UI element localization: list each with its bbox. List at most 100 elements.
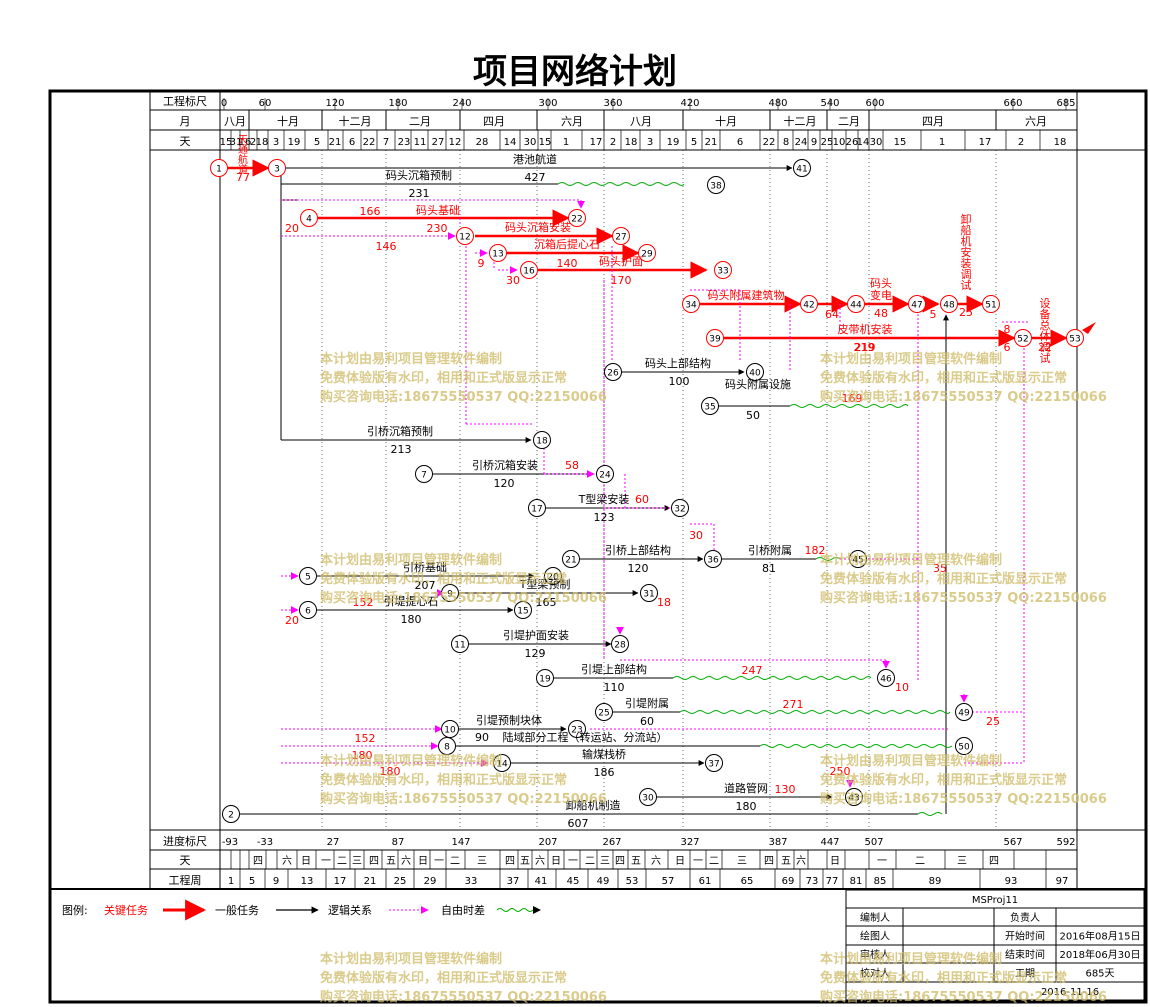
node-2: 2 — [222, 805, 240, 823]
weekday-cell: 一 — [568, 856, 578, 867]
day-cell: 5 — [691, 137, 697, 148]
node-10: 10 — [441, 720, 459, 738]
svg-text:11: 11 — [454, 641, 465, 651]
watermark: 本计划由易利项目管理软件编制 免费体验版有水印，相用和正式版显示正常 购买咨询电话:… — [320, 952, 607, 1005]
svg-text:33: 33 — [717, 267, 728, 277]
svg-text:1: 1 — [216, 165, 222, 175]
week-cell: 25 — [394, 876, 407, 887]
weekday-cell: 三 — [600, 856, 610, 867]
day-cell: 2 — [610, 137, 616, 148]
svg-text:8: 8 — [444, 743, 450, 753]
week-cell: 97 — [1056, 876, 1069, 887]
weekday-cell: 一 — [877, 856, 887, 867]
progress-tick: 507 — [864, 837, 883, 848]
info-project: MSProj11 — [972, 895, 1018, 906]
weekday-cell: 三 — [352, 856, 362, 867]
task-label-char: 试 — [961, 279, 972, 292]
task-14: 引桥沉箱预制 213 — [367, 424, 433, 456]
weekday-cell: 一 — [321, 856, 331, 867]
svg-text:49: 49 — [958, 709, 970, 719]
task-duration: 180 — [401, 613, 422, 626]
task-label: 引堤提心石 — [384, 594, 439, 608]
info-label: 校对人 — [860, 967, 890, 980]
node-53: 53 — [1066, 329, 1084, 347]
weekday-cell: 六 — [282, 855, 292, 867]
task-duration: 110 — [604, 681, 625, 694]
weekday-cell: 六 — [796, 855, 806, 867]
weekday-cell: 三 — [737, 856, 747, 867]
svg-text:41: 41 — [796, 165, 807, 175]
task-label: 引堤护面安装 — [503, 628, 569, 642]
node-41: 41 — [793, 159, 811, 177]
svg-text:10: 10 — [444, 726, 456, 736]
svg-text:2: 2 — [228, 811, 234, 821]
day-cell: 23 — [398, 137, 411, 148]
day-cell: 31 — [230, 137, 243, 148]
task-duration: 22 — [1038, 341, 1052, 354]
week-cell: 41 — [535, 876, 548, 887]
float-value: 271 — [783, 698, 804, 711]
node-50: 50 — [955, 737, 973, 755]
info-value: 2018年06月30日 — [1060, 948, 1141, 961]
svg-text:15: 15 — [517, 607, 528, 617]
task-label: 变电 — [870, 288, 892, 302]
task-label-char: 调 — [1040, 341, 1051, 354]
week-cell: 85 — [874, 876, 887, 887]
watermark: 本计划由易利项目管理软件编制 免费体验版有水印，相用和正式版显示正常 购买咨询电话:… — [320, 754, 607, 807]
float-value: 130 — [775, 783, 796, 796]
day-cell: 26 — [846, 137, 859, 148]
weekday-cell: 二 — [450, 856, 460, 867]
weekday-cell: 三 — [477, 856, 487, 867]
task-duration: 166 — [360, 205, 381, 218]
svg-text:30: 30 — [642, 794, 654, 804]
node-43: 43 — [845, 788, 863, 806]
svg-text:16: 16 — [523, 267, 535, 277]
task-duration: 120 — [494, 477, 515, 490]
task-18: 引桥附属 81 — [748, 543, 792, 575]
node-44: 44 — [847, 295, 865, 313]
float-value: 152 — [355, 732, 376, 745]
task-20: T型梁预制 165 — [519, 577, 571, 609]
task-label: T型梁预制 — [519, 577, 571, 591]
task-label: 引堤附属 — [625, 696, 669, 710]
svg-text:27: 27 — [615, 233, 626, 243]
day-cell: 19 — [667, 137, 680, 148]
month-cell: 六月 — [1025, 115, 1047, 128]
progress-tick: 27 — [327, 837, 340, 848]
float-value: 8 — [1004, 323, 1011, 336]
task-label-char: 道 — [238, 163, 248, 176]
watermark: 本计划由易利项目管理软件编制 免费体验版有水印，相用和正式版显示正常 购买咨询电话:… — [320, 352, 607, 405]
day-cell: 14 — [504, 137, 517, 148]
node-46: 46 — [877, 669, 895, 687]
svg-text:38: 38 — [710, 182, 722, 192]
svg-text:24: 24 — [599, 471, 611, 481]
week-cell: 49 — [597, 876, 610, 887]
node-8: 8 — [438, 737, 456, 755]
day-cell: 22 — [363, 137, 376, 148]
week-cell: 9 — [273, 876, 279, 887]
svg-text:45: 45 — [852, 556, 863, 566]
node-1: 1 — [210, 159, 228, 177]
task-label: 码头沉箱预制 — [386, 168, 452, 182]
weekday-cell: 日 — [418, 856, 428, 867]
progress-tick: 592 — [1056, 837, 1075, 848]
day-cell: 7 — [383, 137, 389, 148]
float-value: 182 — [805, 544, 826, 557]
weekday-cell: 日 — [301, 856, 311, 867]
day-cell: 30 — [870, 137, 883, 148]
day-cell: 8 — [783, 137, 789, 148]
info-label: 绘图人 — [860, 930, 890, 943]
month-cell: 四月 — [922, 115, 944, 128]
task-duration: 607 — [568, 817, 589, 830]
task-label-char: 航 — [238, 153, 248, 166]
node-48: 48 — [940, 295, 958, 313]
svg-text:31: 31 — [643, 590, 654, 600]
weekday-cell: 二 — [915, 856, 925, 867]
watermark: 本计划由易利项目管理软件编制 免费体验版有水印，相用和正式版显示正常 购买咨询电话:… — [820, 553, 1107, 606]
weekday-cell: 四 — [615, 856, 625, 867]
weekday-cell: 五 — [631, 856, 641, 867]
week-cell: 61 — [699, 876, 712, 887]
svg-text:4: 4 — [306, 215, 312, 225]
